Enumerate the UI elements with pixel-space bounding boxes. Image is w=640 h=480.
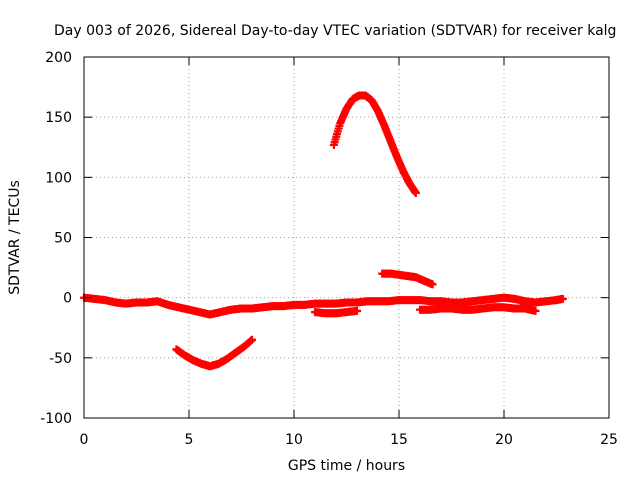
x-tick-label: 20 (495, 432, 513, 448)
y-tick-label: -50 (49, 351, 72, 367)
x-tick-label: 10 (285, 432, 303, 448)
axis-ticks (83, 56, 610, 419)
x-axis-label: GPS time / hours (288, 458, 405, 474)
data-point (353, 306, 361, 315)
y-tick-label: 0 (63, 291, 72, 307)
x-tick-label: 5 (185, 432, 194, 448)
series-lower-band (311, 303, 540, 318)
y-tick-label: 100 (45, 170, 72, 186)
data-point (531, 306, 540, 315)
data-layer (80, 91, 567, 371)
data-point (411, 188, 420, 197)
series-arc-low (172, 335, 256, 371)
chart-title: Day 003 of 2026, Sidereal Day-to-day VTE… (54, 23, 616, 39)
x-tick-label: 0 (80, 432, 89, 448)
series-arc-mid (378, 269, 437, 289)
y-tick-label: 50 (54, 231, 72, 247)
series-arc-high (329, 91, 420, 197)
y-axis-label: SDTVAR / TECUs (7, 180, 23, 295)
tick-labels: 0 5 10 15 20 25 -100 -50 0 50 100 150 200 (40, 50, 618, 448)
y-tick-label: -100 (40, 411, 72, 427)
y-tick-label: 150 (45, 110, 72, 126)
x-tick-label: 15 (390, 432, 408, 448)
y-tick-label: 200 (45, 50, 72, 66)
data-point (248, 335, 256, 344)
data-point (558, 294, 567, 303)
x-tick-label: 25 (600, 432, 618, 448)
data-point (428, 280, 437, 289)
series-main-band (80, 293, 567, 319)
